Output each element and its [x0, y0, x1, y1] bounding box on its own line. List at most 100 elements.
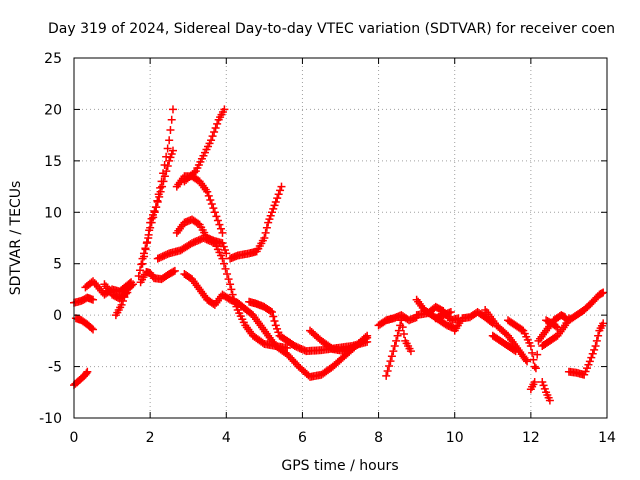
data-point	[165, 156, 174, 165]
data-point	[270, 201, 279, 210]
data-point	[262, 223, 271, 232]
data-point	[361, 334, 370, 343]
data-point	[273, 324, 282, 333]
series-s24	[504, 316, 539, 371]
data-point	[521, 355, 530, 364]
x-tick-label: 2	[146, 430, 155, 446]
data-point	[385, 362, 394, 371]
data-point	[162, 167, 171, 176]
series-s7	[136, 266, 179, 287]
data-point	[517, 325, 526, 334]
data-point	[117, 300, 126, 309]
data-point	[594, 331, 603, 340]
data-point	[529, 355, 538, 364]
data-point	[168, 146, 177, 155]
data-point	[216, 224, 225, 233]
series-s15	[226, 182, 286, 263]
y-tick-label: -5	[48, 360, 62, 376]
series-s17	[306, 326, 372, 356]
series-s19	[382, 316, 415, 380]
data-point	[220, 105, 229, 114]
data-point	[221, 246, 230, 254]
data-point	[269, 204, 278, 213]
series-s13	[153, 234, 292, 353]
data-point	[265, 215, 274, 224]
y-tick-label: -10	[39, 411, 62, 427]
y-tick-label: 25	[44, 51, 62, 67]
series-s30	[564, 319, 608, 379]
data-point	[135, 266, 144, 275]
data-point	[389, 347, 398, 356]
series-s23	[481, 306, 532, 366]
x-tick-label: 14	[598, 430, 616, 446]
axes-ticks: 0 2 4 6 8 10 12 14 -10 -5 0 5 10 15 20 25	[39, 51, 616, 446]
data-point	[212, 212, 221, 221]
data-point	[526, 342, 535, 350]
data-points	[70, 105, 608, 405]
data-point	[227, 285, 236, 294]
data-point	[446, 308, 455, 317]
data-point	[213, 119, 222, 128]
data-point	[390, 342, 399, 350]
data-point	[204, 191, 213, 200]
data-point	[190, 168, 199, 177]
data-point	[159, 177, 168, 186]
data-point	[530, 362, 539, 371]
data-point	[83, 367, 92, 376]
data-point	[274, 328, 283, 337]
x-tick-label: 10	[446, 430, 464, 446]
data-point	[592, 336, 601, 345]
data-point	[510, 346, 519, 355]
data-point	[203, 187, 212, 196]
data-point	[218, 239, 227, 248]
data-point	[207, 136, 216, 145]
data-point	[223, 270, 232, 278]
data-point	[163, 162, 172, 170]
data-point	[599, 319, 608, 328]
series-s2	[70, 367, 92, 390]
x-tick-label: 8	[374, 430, 383, 446]
data-point	[155, 192, 164, 201]
y-tick-label: 15	[44, 154, 62, 170]
data-point	[539, 381, 548, 390]
data-point	[599, 288, 608, 297]
data-point	[82, 369, 91, 378]
series-s31	[431, 308, 455, 323]
data-point	[144, 230, 153, 239]
series-s32	[488, 331, 520, 356]
data-point	[530, 378, 539, 386]
x-tick-label: 12	[522, 430, 540, 446]
data-point	[585, 357, 594, 366]
data-point	[267, 308, 276, 317]
data-point	[166, 153, 175, 162]
data-point	[528, 348, 537, 357]
data-point	[208, 132, 217, 141]
data-point	[264, 218, 273, 227]
data-point	[590, 345, 599, 354]
data-point	[261, 228, 270, 237]
data-point	[277, 182, 286, 191]
series-s29	[564, 288, 608, 325]
y-tick-label: 0	[53, 308, 62, 324]
data-point	[140, 252, 149, 261]
data-point	[138, 259, 147, 268]
data-point	[170, 266, 179, 275]
data-point	[540, 384, 549, 393]
data-point	[168, 105, 177, 114]
data-point	[588, 349, 597, 358]
data-point	[119, 297, 128, 305]
data-point	[206, 195, 215, 204]
data-point	[394, 326, 403, 335]
data-point	[531, 364, 540, 373]
data-point	[141, 245, 150, 254]
data-point	[129, 280, 138, 289]
series-s18	[374, 311, 421, 330]
series-s6	[111, 280, 138, 320]
data-point	[363, 333, 372, 342]
series-s25	[526, 311, 570, 394]
data-point	[392, 336, 401, 345]
data-point	[260, 234, 269, 242]
data-point	[147, 218, 156, 227]
plot-frame	[73, 57, 608, 419]
